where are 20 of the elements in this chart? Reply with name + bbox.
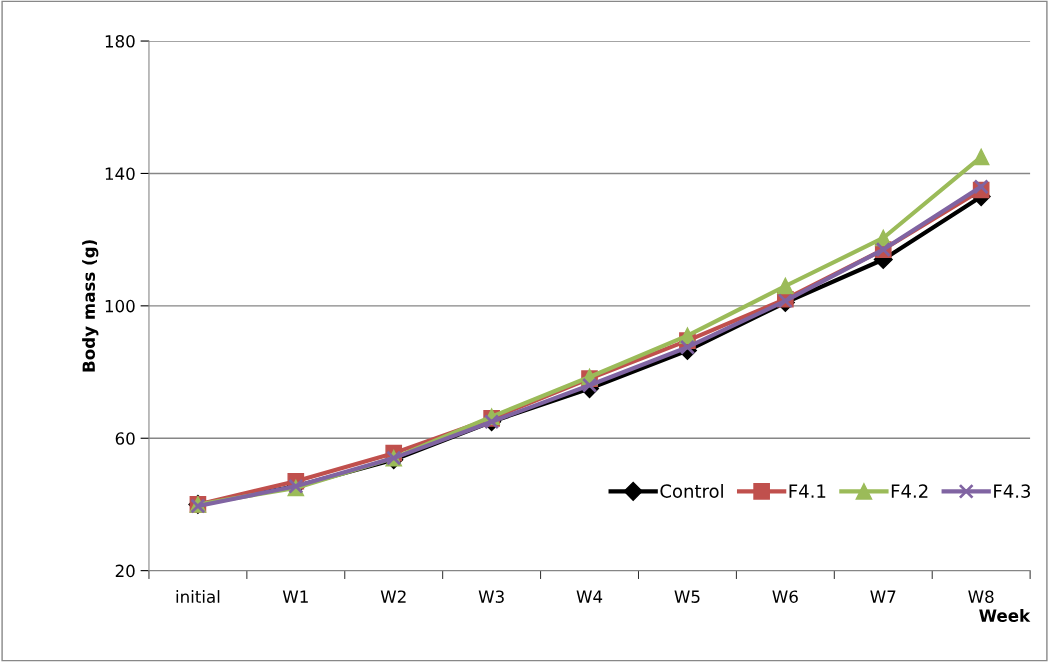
legend-label: Control: [660, 483, 723, 498]
y-tick-label: 140: [105, 167, 135, 181]
y-axis-title: Body mass (g): [82, 240, 99, 372]
x-tick-label: initial: [176, 590, 220, 603]
x-tick-label: W5: [674, 590, 700, 603]
x-tick-label: W3: [478, 590, 504, 603]
y-tick-label: 20: [115, 564, 135, 578]
legend-label: F4.1: [789, 484, 826, 498]
y-tick-label: 60: [115, 432, 135, 445]
legend-label: F4.3: [994, 484, 1031, 498]
x-tick-label: W1: [282, 590, 308, 603]
x-tick-label: W8: [968, 590, 994, 603]
y-tick-label: 180: [105, 35, 135, 48]
legend-label: F4.2: [891, 484, 928, 498]
x-tick-label: W2: [380, 590, 406, 603]
x-tick-label: W7: [870, 590, 896, 603]
y-tick-label: 100: [105, 299, 135, 313]
x-tick-label: W6: [772, 590, 798, 603]
x-axis-title: Week: [979, 609, 1031, 622]
x-tick-label: W4: [576, 590, 603, 603]
